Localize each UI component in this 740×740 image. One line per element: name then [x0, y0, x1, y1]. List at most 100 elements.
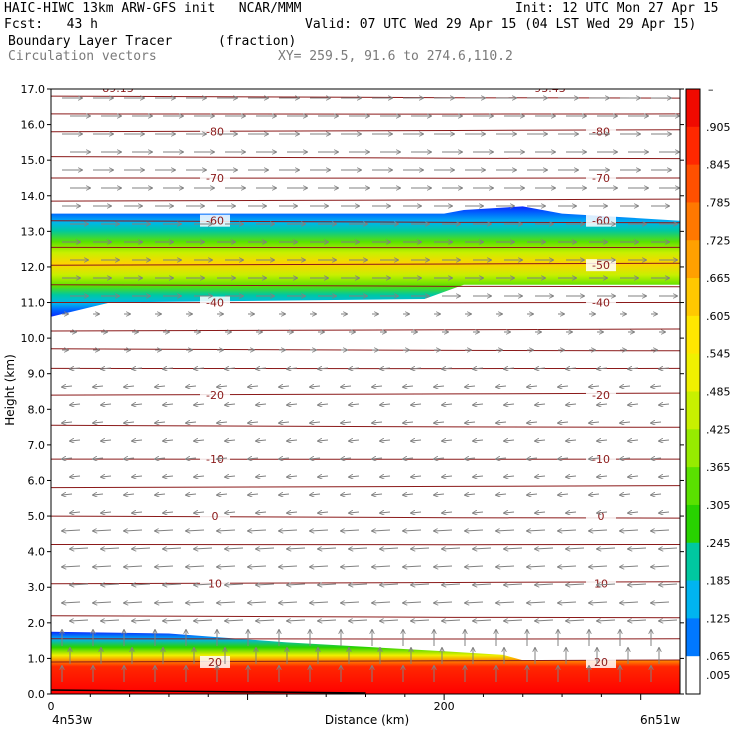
- circulation-vector: [194, 620, 213, 621]
- colorbar-label: .245: [706, 537, 731, 550]
- circulation-vector: [155, 422, 166, 423]
- circulation-vector: [341, 422, 352, 423]
- circulation-vector: [372, 386, 383, 387]
- circulation-vector: [651, 422, 662, 423]
- circulation-vector: [589, 458, 600, 459]
- circulation-vector: [651, 566, 670, 567]
- y-tick-label: 15.0: [21, 154, 46, 167]
- circulation-vector: [124, 458, 135, 459]
- circulation-vector: [589, 494, 600, 495]
- circulation-vector: [101, 512, 112, 513]
- y-tick-label: 6.0: [28, 474, 46, 487]
- colorbar-swatch: [686, 164, 700, 203]
- circulation-vector: [248, 566, 267, 567]
- y-tick-label: 10.0: [21, 332, 46, 345]
- circulation-vector: [620, 386, 631, 387]
- circulation-vector: [248, 386, 259, 387]
- circulation-vector: [225, 404, 236, 405]
- circulation-vector: [566, 620, 585, 621]
- circulation-vector: [434, 494, 445, 495]
- circulation-vector: [194, 548, 213, 549]
- circulation-vector: [442, 512, 453, 513]
- temperature-contour-label: 20: [208, 656, 222, 669]
- circulation-vector: [155, 458, 166, 459]
- circulation-vector: [101, 476, 112, 477]
- colorbar-label: .725: [706, 234, 731, 247]
- header-line2-left: Fcst: 43 h: [4, 17, 98, 32]
- circulation-vector: [287, 512, 298, 513]
- circulation-vector: [628, 620, 647, 621]
- circulation-vector: [318, 548, 337, 549]
- colorbar-swatch: [686, 89, 700, 128]
- header-line1-left: HAIC-HIWC 13km ARW-GFS init NCAR/MMM: [4, 1, 302, 16]
- circulation-vector: [411, 548, 430, 549]
- y-tick-label: 12.0: [21, 261, 46, 274]
- circulation-vector: [279, 566, 298, 567]
- circulation-vector: [349, 548, 368, 549]
- circulation-vector: [465, 530, 484, 531]
- circulation-vector: [465, 422, 476, 423]
- temperature-contour-label: -50: [592, 259, 610, 272]
- clipped-contour-label: -93.43: [530, 82, 565, 95]
- temperature-contour-label: -10: [206, 453, 224, 466]
- y-tick-label: 5.0: [28, 510, 46, 523]
- circulation-vector: [186, 566, 205, 567]
- circulation-vector: [442, 368, 453, 369]
- temperature-contour: [51, 424, 680, 428]
- colorbar-swatch: [686, 240, 700, 279]
- circulation-vector: [628, 440, 639, 441]
- circulation-vector: [310, 494, 321, 495]
- circulation-vector: [217, 422, 228, 423]
- circulation-vector: [465, 602, 484, 603]
- circulation-vector: [651, 602, 670, 603]
- circulation-vector: [380, 620, 399, 621]
- circulation-vector: [411, 404, 422, 405]
- temperature-contour: [51, 348, 680, 352]
- temperature-contour: [51, 155, 680, 160]
- circulation-vector: [403, 494, 414, 495]
- temperature-contour-label: -10: [592, 453, 610, 466]
- circulation-vector: [558, 458, 569, 459]
- circulation-vector: [372, 566, 391, 567]
- circulation-vector: [558, 602, 577, 603]
- temperature-contour-label: -60: [592, 215, 610, 228]
- circulation-vector: [279, 458, 290, 459]
- circulation-vector: [473, 512, 484, 513]
- circulation-vector: [318, 440, 329, 441]
- temperature-contour-label: 0: [212, 510, 219, 523]
- circulation-vector: [279, 530, 298, 531]
- circulation-vector: [651, 458, 662, 459]
- circulation-vector: [318, 404, 329, 405]
- temperature-contour-label: 20: [594, 656, 608, 669]
- circulation-vector: [256, 584, 275, 585]
- circulation-vector: [70, 584, 89, 585]
- temperature-contour: [51, 638, 680, 640]
- colorbar-label: .785: [706, 196, 731, 209]
- circulation-vector: [124, 422, 135, 423]
- y-tick-label: 16.0: [21, 119, 46, 132]
- circulation-vector: [597, 548, 616, 549]
- circulation-vector: [217, 602, 236, 603]
- circulation-vector: [465, 566, 484, 567]
- circulation-vector: [504, 620, 523, 621]
- circulation-vector: [659, 512, 670, 513]
- circulation-vector: [194, 584, 213, 585]
- circulation-vector: [659, 584, 678, 585]
- circulation-vector: [248, 602, 267, 603]
- circulation-vector: [403, 422, 414, 423]
- circulation-vector: [566, 584, 585, 585]
- circulation-vector: [349, 440, 360, 441]
- circulation-vector: [372, 602, 391, 603]
- colorbar-label: .545: [706, 348, 731, 361]
- circulation-vector: [496, 458, 507, 459]
- circulation-vector: [558, 566, 577, 567]
- circulation-vector: [527, 530, 546, 531]
- circulation-vector: [372, 494, 383, 495]
- circulation-vector: [310, 602, 329, 603]
- circulation-vector: [411, 476, 422, 477]
- y-tick-label: 3.0: [28, 581, 46, 594]
- circulation-vector: [225, 512, 236, 513]
- circulation-vector: [124, 566, 143, 567]
- circulation-vector: [620, 602, 639, 603]
- circulation-vector: [411, 440, 422, 441]
